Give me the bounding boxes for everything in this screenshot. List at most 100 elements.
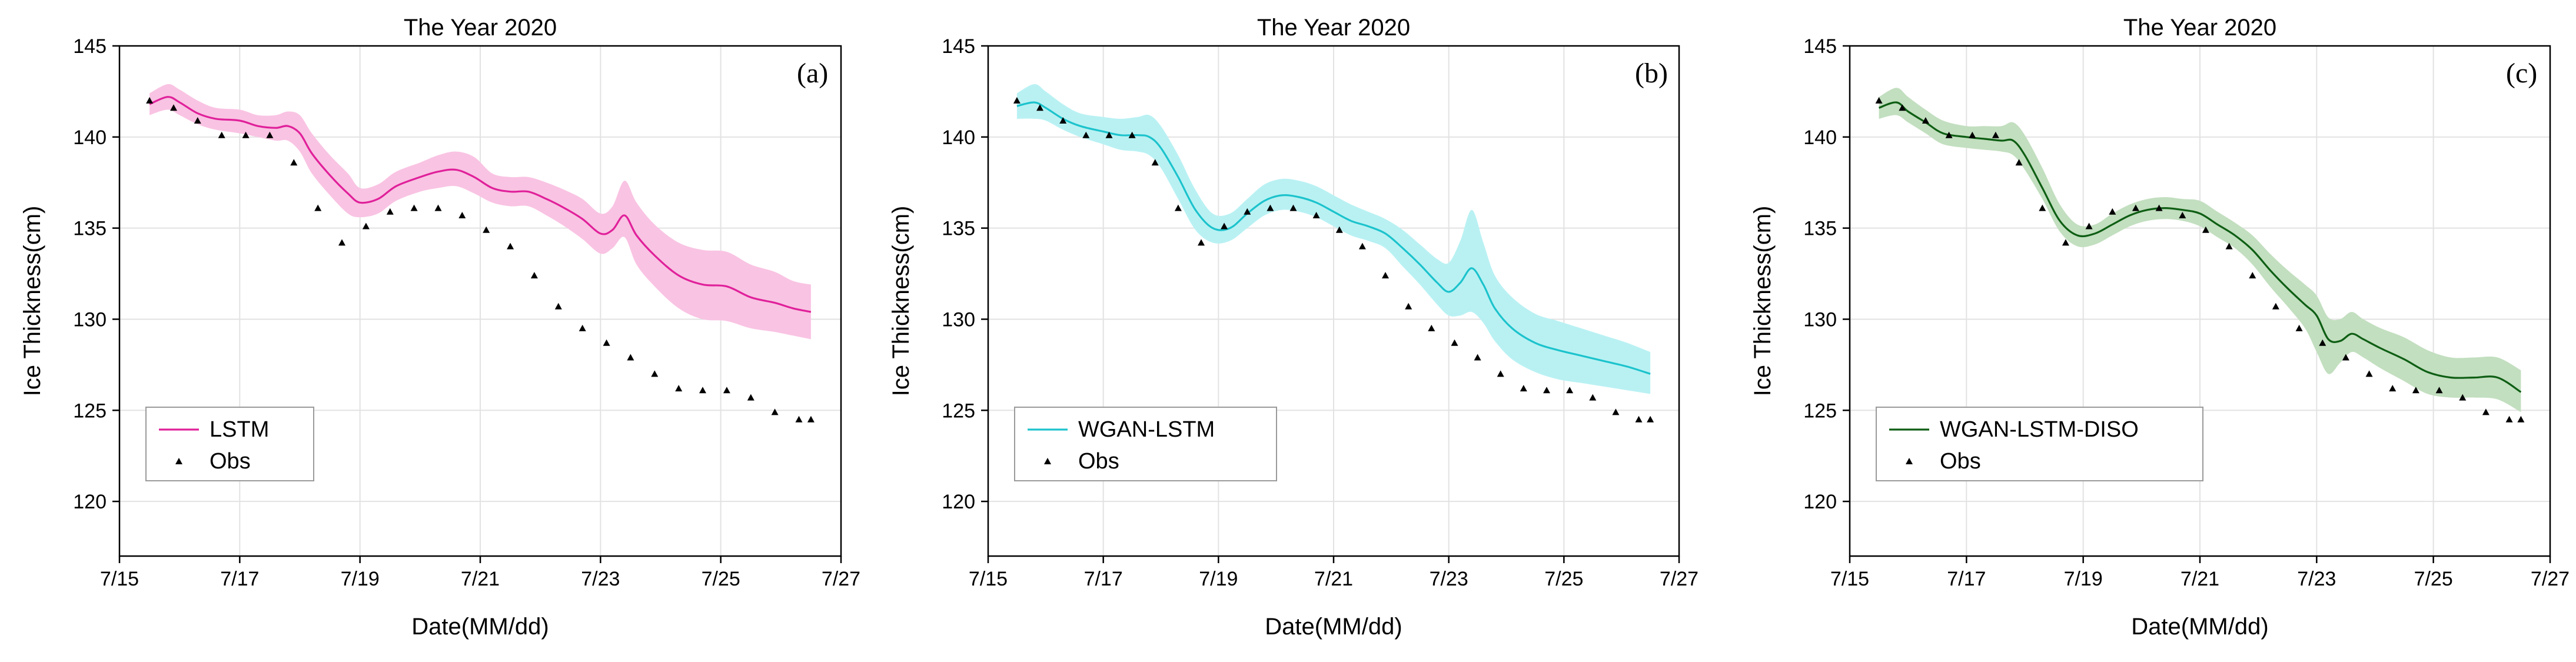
obs-point bbox=[651, 370, 659, 377]
obs-point bbox=[2225, 242, 2233, 250]
y-tick-label: 125 bbox=[1803, 400, 1837, 422]
chart-panel-c: 7/15 7/17 7/19 7/21 7/23 7/25 7/27 120 125 130 135… bbox=[1750, 15, 2570, 640]
y-tick-label: 145 bbox=[73, 35, 107, 58]
obs-point bbox=[1082, 131, 1090, 138]
legend-label-model: WGAN-LSTM bbox=[1078, 417, 1215, 442]
obs-point bbox=[2412, 387, 2419, 394]
obs-point bbox=[771, 408, 779, 415]
obs-point bbox=[1647, 415, 1654, 423]
obs-point bbox=[2039, 204, 2046, 211]
obs-point bbox=[2249, 272, 2256, 279]
obs-point bbox=[554, 302, 562, 310]
obs-point bbox=[1635, 415, 1643, 423]
y-tick-label: 130 bbox=[942, 308, 975, 331]
obs-point bbox=[2015, 159, 2023, 166]
legend-obs-swatch bbox=[1044, 458, 1051, 464]
legend-obs-swatch bbox=[175, 458, 182, 464]
chart-title: The Year 2020 bbox=[2123, 15, 2276, 41]
obs-point bbox=[146, 97, 154, 104]
obs-point bbox=[1244, 208, 1251, 215]
obs-point bbox=[1036, 104, 1043, 111]
obs-point bbox=[807, 415, 815, 423]
obs-point bbox=[1474, 354, 1481, 361]
obs-point bbox=[2342, 354, 2349, 361]
obs-point bbox=[218, 131, 225, 138]
obs-point bbox=[2435, 387, 2443, 394]
uncertainty-band bbox=[1879, 88, 2521, 412]
obs-point bbox=[2062, 239, 2069, 246]
x-tick-label: 7/17 bbox=[1084, 568, 1123, 590]
obs-point bbox=[2482, 408, 2489, 415]
uncertainty-band bbox=[1016, 84, 1651, 394]
panel-label: (b) bbox=[1635, 58, 1668, 89]
obs-point bbox=[530, 272, 538, 279]
x-tick-label: 7/21 bbox=[461, 568, 500, 590]
legend-box bbox=[1876, 407, 2203, 481]
x-tick-label: 7/17 bbox=[1947, 568, 1986, 590]
chart-panel-b: 7/15 7/17 7/19 7/21 7/23 7/25 7/27 120 125 130 135… bbox=[888, 15, 1699, 640]
uncertainty-band bbox=[149, 84, 811, 340]
obs-point bbox=[1945, 131, 1953, 138]
obs-point bbox=[410, 204, 418, 211]
obs-point bbox=[675, 385, 683, 392]
obs-point bbox=[1335, 226, 1343, 233]
obs-point bbox=[795, 415, 803, 423]
y-tick-label: 135 bbox=[1803, 218, 1837, 240]
model-line bbox=[1879, 101, 2522, 393]
obs-point bbox=[1451, 339, 1458, 346]
obs-point bbox=[507, 242, 514, 250]
y-axis-label: Ice Thickness(cm) bbox=[19, 206, 45, 397]
x-axis-label: Date(MM/dd) bbox=[1265, 614, 1402, 640]
obs-point bbox=[2517, 415, 2525, 423]
y-tick-label: 145 bbox=[1803, 35, 1837, 58]
obs-point bbox=[1899, 104, 1906, 111]
x-axis-label: Date(MM/dd) bbox=[411, 614, 549, 640]
obs-point bbox=[1151, 159, 1159, 166]
obs-point bbox=[1289, 204, 1297, 211]
x-tick-label: 7/25 bbox=[702, 568, 740, 590]
y-tick-label: 135 bbox=[73, 218, 107, 240]
obs-point bbox=[1312, 212, 1320, 218]
legend-label-model: WGAN-LSTM-DISO bbox=[1940, 417, 2139, 442]
obs-point bbox=[170, 104, 177, 111]
y-axis-label: Ice Thickness(cm) bbox=[1750, 206, 1776, 397]
obs-point bbox=[290, 159, 298, 166]
x-axis-label: Date(MM/dd) bbox=[2131, 614, 2268, 640]
y-tick-label: 145 bbox=[942, 35, 975, 58]
legend-obs-swatch bbox=[1906, 458, 1913, 464]
legend-label-model: LSTM bbox=[210, 417, 269, 442]
legend-label-obs: Obs bbox=[210, 449, 251, 474]
x-tick-label: 7/15 bbox=[1830, 568, 1869, 590]
obs-point bbox=[483, 226, 490, 233]
model-line bbox=[149, 96, 812, 313]
obs-point bbox=[1267, 204, 1274, 211]
y-tick-label: 125 bbox=[73, 400, 107, 422]
obs-point bbox=[2155, 204, 2163, 211]
y-axis-label: Ice Thickness(cm) bbox=[888, 206, 914, 397]
y-tick-label: 125 bbox=[942, 400, 975, 422]
obs-point bbox=[314, 204, 322, 211]
legend-label-obs: Obs bbox=[1078, 449, 1119, 474]
obs-point bbox=[1566, 387, 1574, 394]
legend-label-obs: Obs bbox=[1940, 449, 1981, 474]
y-tick-label: 140 bbox=[942, 127, 975, 149]
y-tick-label: 120 bbox=[942, 491, 975, 513]
obs-point bbox=[2085, 222, 2093, 229]
x-tick-label: 7/17 bbox=[220, 568, 259, 590]
x-tick-label: 7/23 bbox=[2297, 568, 2336, 590]
y-tick-label: 140 bbox=[1803, 127, 1837, 149]
x-tick-label: 7/21 bbox=[1314, 568, 1353, 590]
x-tick-label: 7/25 bbox=[2414, 568, 2453, 590]
panel-label: (a) bbox=[797, 58, 828, 89]
x-tick-label: 7/19 bbox=[341, 568, 380, 590]
x-tick-label: 7/19 bbox=[1199, 568, 1238, 590]
obs-point bbox=[194, 117, 201, 124]
obs-point bbox=[2505, 415, 2513, 423]
obs-point bbox=[2109, 208, 2116, 215]
obs-point bbox=[1013, 97, 1021, 104]
x-tick-label: 7/27 bbox=[822, 568, 860, 590]
obs-point bbox=[723, 387, 730, 394]
obs-point bbox=[1992, 131, 1999, 138]
obs-point bbox=[2389, 385, 2396, 392]
